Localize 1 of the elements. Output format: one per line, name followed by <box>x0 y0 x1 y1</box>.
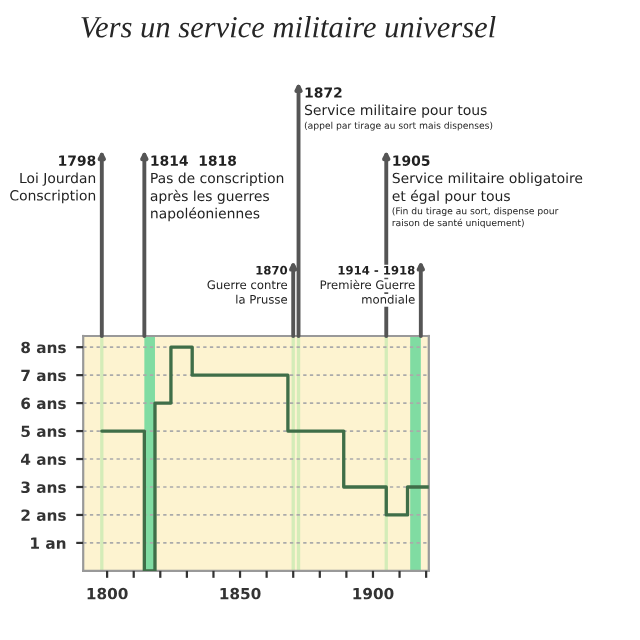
chart-title: Vers un service militaire universel <box>81 16 496 38</box>
